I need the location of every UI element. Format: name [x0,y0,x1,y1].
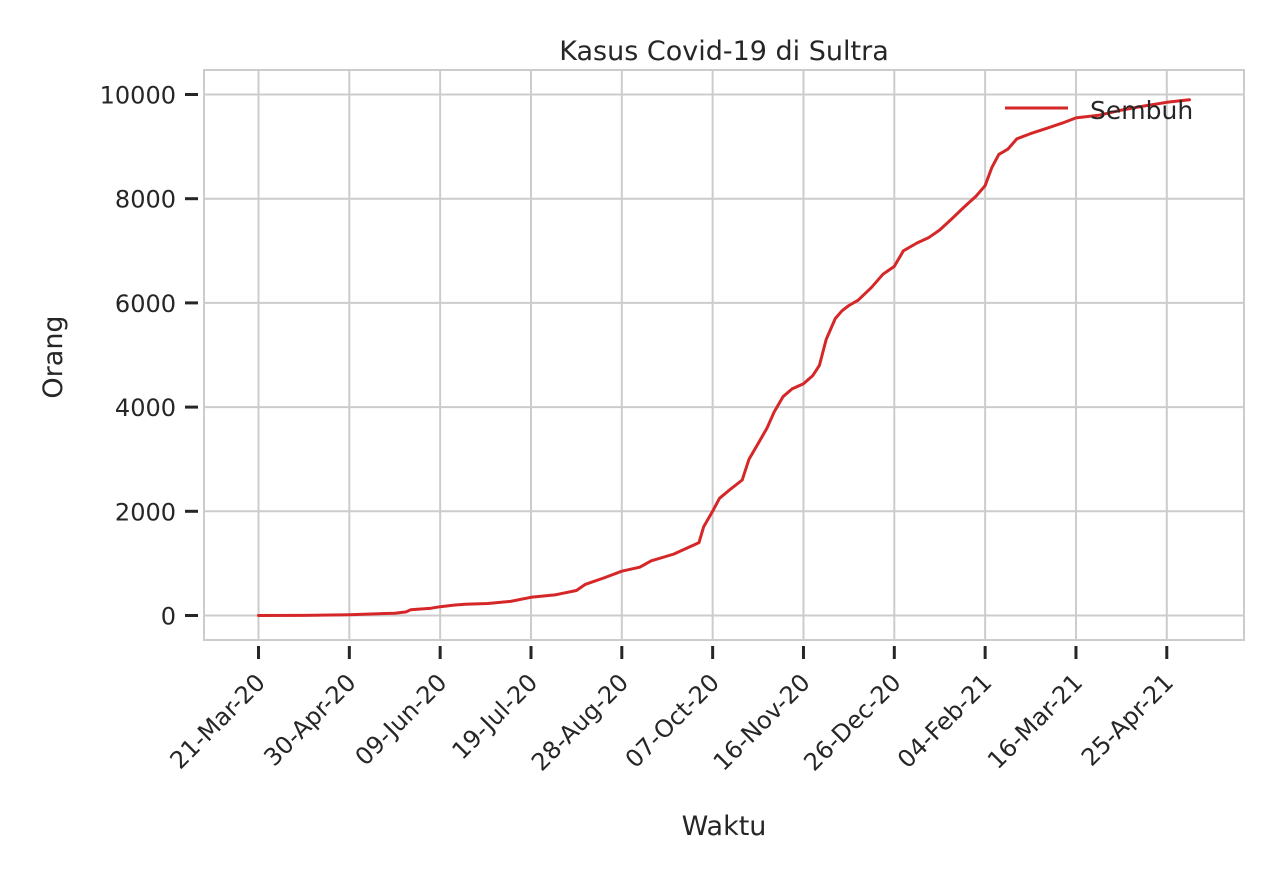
y-tick-label: 0 [161,603,176,631]
series-line-sembuh [257,98,1191,617]
y-tick-label: 10000 [100,81,176,109]
x-tick-label: 04-Feb-21 [892,668,997,773]
legend: Sembuh [1005,96,1193,125]
x-tick-label: 28-Aug-20 [526,668,634,776]
x-tick-label: 30-Apr-20 [258,668,361,771]
x-tick-label: 19-Jul-20 [447,668,544,765]
x-axis-label: Waktu [682,811,767,842]
y-axis-label: Orang [38,315,69,398]
x-tick-label: 16-Mar-21 [982,668,1088,774]
grid [204,70,1244,640]
series-lines [257,98,1191,617]
x-tick-label: 21-Mar-20 [165,668,271,774]
y-tick-label: 4000 [115,394,176,422]
x-tick-label: 25-Apr-21 [1076,668,1179,771]
chart-title: Kasus Covid-19 di Sultra [559,36,888,67]
y-tick-label: 8000 [115,186,176,214]
x-tick-label: 09-Jun-20 [350,668,453,771]
plot-frame [203,69,1245,641]
y-tick-label: 6000 [115,290,176,318]
axes: 21-Mar-2030-Apr-2009-Jun-2019-Jul-2028-A… [100,81,1179,776]
x-tick-label: 26-Dec-20 [798,668,906,776]
legend-label-sembuh: Sembuh [1090,96,1193,125]
y-tick-label: 2000 [115,498,176,526]
x-tick-label: 16-Nov-20 [708,668,816,776]
